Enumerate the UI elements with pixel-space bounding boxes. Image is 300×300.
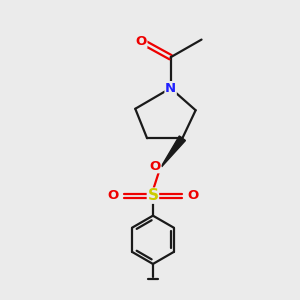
- Text: S: S: [147, 188, 158, 203]
- Text: O: O: [136, 34, 147, 48]
- Text: O: O: [150, 160, 161, 173]
- Text: O: O: [108, 189, 119, 202]
- Text: O: O: [187, 189, 198, 202]
- Polygon shape: [161, 136, 185, 167]
- Text: N: N: [165, 82, 176, 95]
